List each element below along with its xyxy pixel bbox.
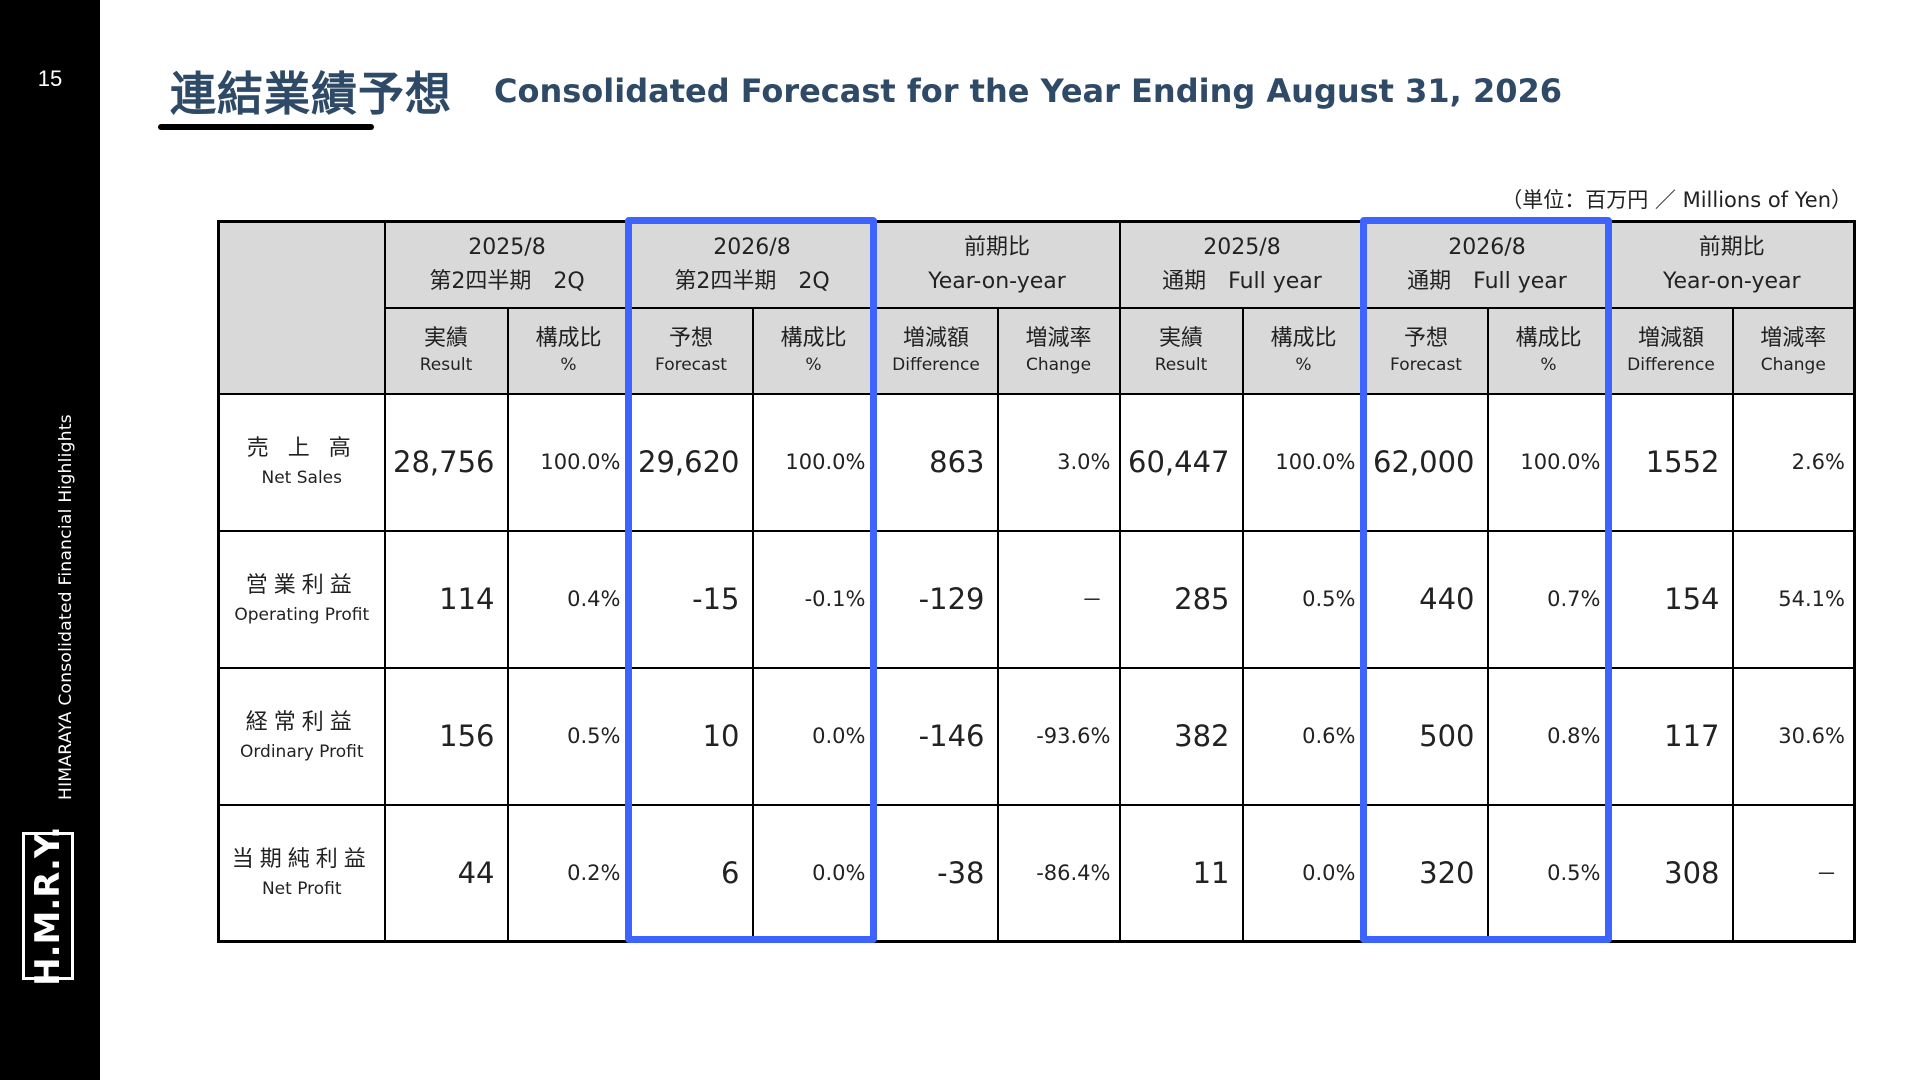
- table-cell: 440: [1363, 529, 1489, 669]
- table-row: 経常利益 Ordinary Profit 156 0.5% 10 0.0% -146 -93.…: [217, 666, 1856, 806]
- sidebar-vertical-title: HIMARAYA Consolidated Financial Highligh…: [56, 414, 76, 800]
- group-header: 2026/8 第2四半期 2Q: [628, 220, 876, 309]
- table-row: 当期純利益 Net Profit 44 0.2% 6 0.0% -38 -86.4% 11 0.0…: [217, 803, 1856, 943]
- page-number: 15: [37, 66, 63, 91]
- company-logo: H.M.R.Y.: [22, 826, 74, 986]
- sub-header: 増減額 Difference: [1608, 306, 1734, 395]
- table-cell: 28,756: [383, 392, 509, 532]
- group-header: 2025/8 通期 Full year: [1118, 220, 1366, 309]
- table-cell: 154: [1608, 529, 1734, 669]
- table-cell: 54.1%: [1731, 529, 1856, 669]
- table-cell: 11: [1118, 803, 1244, 943]
- table-cell: 10: [628, 666, 754, 806]
- table-cell: 285: [1118, 529, 1244, 669]
- table-cell: 100.0%: [1241, 392, 1366, 532]
- page-title-en: Consolidated Forecast for the Year Endin…: [494, 72, 1562, 110]
- forecast-table: 2025/8 第2四半期 2Q 2026/8 第2四半期 2Q 前期比 Year-on…: [217, 220, 1856, 943]
- sub-header: 実績 Result: [383, 306, 509, 395]
- table-cell: -0.1%: [751, 529, 876, 669]
- table-cell: 0.8%: [1486, 666, 1611, 806]
- table-cell: －: [1731, 803, 1856, 943]
- table-cell: 156: [383, 666, 509, 806]
- table-cell: 382: [1118, 666, 1244, 806]
- header-corner: [217, 220, 386, 395]
- table-cell: 500: [1363, 666, 1489, 806]
- sub-header: 構成比%: [1241, 306, 1366, 395]
- table-cell: -146: [873, 666, 999, 806]
- table-cell: 0.0%: [751, 666, 876, 806]
- table-cell: 2.6%: [1731, 392, 1856, 532]
- row-label: 営業利益 Operating Profit: [217, 529, 386, 669]
- logo-text: H.M.R.Y.: [28, 826, 69, 986]
- title-underline: [158, 124, 374, 130]
- table-cell: 0.4%: [506, 529, 631, 669]
- table-cell: 1552: [1608, 392, 1734, 532]
- sub-header: 増減額 Difference: [873, 306, 999, 395]
- table-cell: 29,620: [628, 392, 754, 532]
- table-cell: 100.0%: [751, 392, 876, 532]
- table-cell: 44: [383, 803, 509, 943]
- table-cell: -93.6%: [996, 666, 1121, 806]
- unit-note: （単位：百万円 ／ Millions of Yen）: [1501, 188, 1852, 212]
- table-cell: 117: [1608, 666, 1734, 806]
- group-header: 前期比 Year-on-year: [1608, 220, 1856, 309]
- row-label: 経常利益 Ordinary Profit: [217, 666, 386, 806]
- table-cell: 0.0%: [751, 803, 876, 943]
- table-cell: 3.0%: [996, 392, 1121, 532]
- table-cell: 0.6%: [1241, 666, 1366, 806]
- table-cell: 0.5%: [506, 666, 631, 806]
- sub-header: 構成比%: [751, 306, 876, 395]
- sub-header: 構成比%: [506, 306, 631, 395]
- row-label: 当期純利益 Net Profit: [217, 803, 386, 943]
- group-header: 2026/8 通期 Full year: [1363, 220, 1611, 309]
- row-label: 売 上 高 Net Sales: [217, 392, 386, 532]
- table-row: 売 上 高 Net Sales 28,756 100.0% 29,620 100.0% 86…: [217, 392, 1856, 532]
- table-cell: 0.7%: [1486, 529, 1611, 669]
- table-cell: 60,447: [1118, 392, 1244, 532]
- sub-header: 予想 Forecast: [628, 306, 754, 395]
- table-cell: -129: [873, 529, 999, 669]
- table-cell: -15: [628, 529, 754, 669]
- sub-header: 増減率 Change: [996, 306, 1121, 395]
- table-cell: 62,000: [1363, 392, 1489, 532]
- group-header: 2025/8 第2四半期 2Q: [383, 220, 631, 309]
- sub-header: 構成比%: [1486, 306, 1611, 395]
- table-cell: 308: [1608, 803, 1734, 943]
- table-cell: 6: [628, 803, 754, 943]
- table-cell: 320: [1363, 803, 1489, 943]
- sub-header: 予想 Forecast: [1363, 306, 1489, 395]
- table-cell: 0.2%: [506, 803, 631, 943]
- table-cell: 0.5%: [1486, 803, 1611, 943]
- table-cell: 114: [383, 529, 509, 669]
- table-cell: 100.0%: [506, 392, 631, 532]
- table-cell: 863: [873, 392, 999, 532]
- sub-header: 増減率 Change: [1731, 306, 1856, 395]
- table-cell: 0.5%: [1241, 529, 1366, 669]
- table-row: 営業利益 Operating Profit 114 0.4% -15 -0.1% -129 －…: [217, 529, 1856, 669]
- table-cell: 30.6%: [1731, 666, 1856, 806]
- page-title-jp: 連結業績予想: [170, 67, 452, 121]
- table-cell: -38: [873, 803, 999, 943]
- left-sidebar-band: 15 HIMARAYA Consolidated Financial Highl…: [0, 0, 100, 1080]
- table-cell: -86.4%: [996, 803, 1121, 943]
- sub-header: 実績 Result: [1118, 306, 1244, 395]
- table-cell: 0.0%: [1241, 803, 1366, 943]
- group-header: 前期比 Year-on-year: [873, 220, 1121, 309]
- table-cell: 100.0%: [1486, 392, 1611, 532]
- table-cell: －: [996, 529, 1121, 669]
